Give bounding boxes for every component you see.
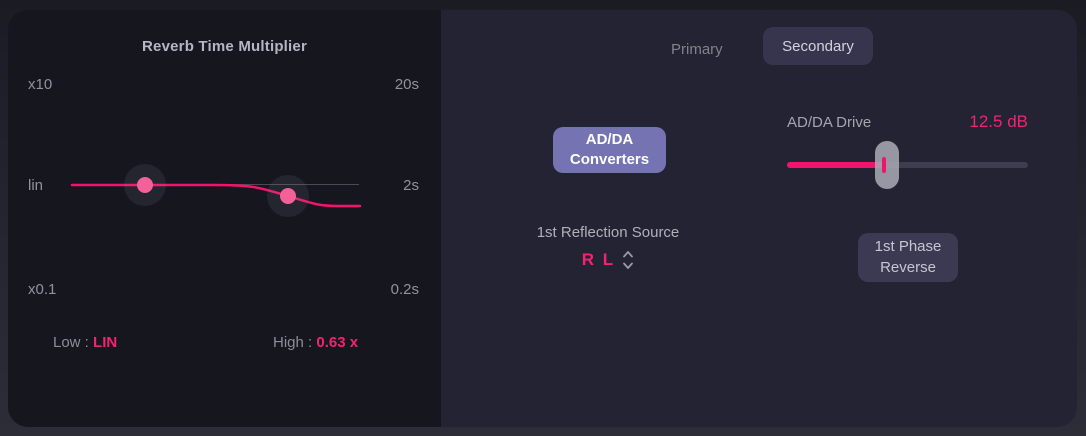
adda-button-line2: Converters: [569, 151, 650, 168]
phase-button-line2: Reverse: [880, 258, 936, 276]
time-label-2s: 2s: [403, 177, 419, 194]
reflection-source-value: R L: [581, 250, 616, 269]
time-label-20s: 20s: [394, 76, 419, 93]
scale-label-x01: x0.1: [28, 281, 57, 298]
tab-primary[interactable]: Primary: [663, 37, 731, 62]
parameters-panel: Primary Secondary AD/DA Converters AD/DA…: [441, 10, 1077, 427]
low-handle[interactable]: [137, 177, 153, 193]
slider-fill: [787, 162, 884, 168]
slider-thumb[interactable]: [875, 141, 900, 189]
adda-drive-label: AD/DA Drive: [787, 114, 872, 131]
adda-drive-slider[interactable]: [787, 141, 1028, 189]
low-label: Low :: [53, 334, 89, 351]
high-readout: High : 0.63 x: [273, 334, 358, 351]
phase-button-line1: 1st Phase: [874, 238, 942, 256]
low-readout: Low : LIN: [53, 334, 117, 351]
chevron-up-down-icon: [623, 251, 634, 269]
slider-track[interactable]: [787, 162, 1028, 168]
low-value: LIN: [93, 334, 118, 351]
phase-reverse-button[interactable]: 1st Phase Reverse: [858, 233, 958, 282]
panel-title: Reverb Time Multiplier: [142, 38, 307, 55]
scale-label-lin: lin: [28, 177, 44, 194]
reflection-source-select[interactable]: R L: [518, 246, 698, 274]
tab-secondary[interactable]: Secondary: [763, 27, 873, 65]
reflection-source-label: 1st Reflection Source: [536, 224, 680, 241]
slider-thumb-tick: [882, 157, 887, 173]
multiplier-curve: [70, 164, 362, 217]
high-label: High :: [273, 334, 313, 351]
time-label-02s: 0.2s: [390, 281, 419, 298]
curve-line: [70, 183, 362, 208]
adda-converters-button[interactable]: AD/DA Converters: [553, 127, 666, 173]
high-handle[interactable]: [280, 188, 296, 204]
adda-button-line1: AD/DA: [585, 130, 634, 148]
scale-label-x10: x10: [28, 76, 53, 93]
high-value: 0.63 x: [316, 334, 359, 351]
reverb-time-multiplier-panel: Reverb Time Multiplier x10 20s lin 2s x0…: [8, 10, 441, 427]
adda-drive-value: 12.5 dB: [969, 112, 1028, 131]
